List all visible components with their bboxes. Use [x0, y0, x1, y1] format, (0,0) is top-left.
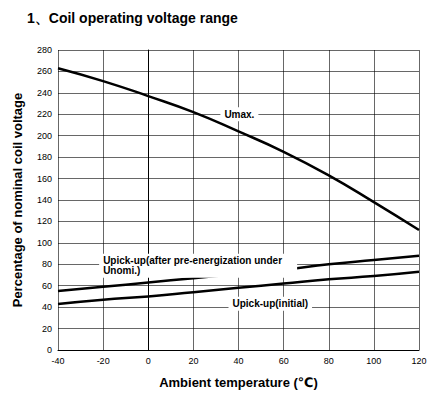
- svg-text:Unomi.): Unomi.): [103, 265, 140, 276]
- svg-text:260: 260: [37, 66, 52, 76]
- svg-text:20: 20: [42, 324, 52, 334]
- svg-text:120: 120: [37, 216, 52, 226]
- svg-text:Upick-up(after pre-energizatio: Upick-up(after pre-energization under: [103, 255, 285, 267]
- svg-text:240: 240: [37, 88, 52, 98]
- svg-text:220: 220: [37, 109, 52, 119]
- svg-text:0: 0: [146, 356, 151, 366]
- svg-text:140: 140: [37, 195, 52, 205]
- svg-text:280: 280: [37, 45, 52, 55]
- svg-text:80: 80: [324, 356, 334, 366]
- svg-text:-20: -20: [97, 356, 110, 366]
- svg-text:160: 160: [37, 174, 52, 184]
- svg-text:40: 40: [42, 302, 52, 312]
- svg-text:1、Coil operating voltage range: 1、Coil operating voltage range: [27, 10, 238, 26]
- svg-text:80: 80: [42, 259, 52, 269]
- svg-text:200: 200: [37, 131, 52, 141]
- svg-text:100: 100: [366, 356, 381, 366]
- svg-text:Percentage of nominal coil vol: Percentage of nominal coil voltage: [10, 93, 25, 308]
- svg-text:Umax.: Umax.: [224, 109, 254, 120]
- svg-text:180: 180: [37, 152, 52, 162]
- svg-text:120: 120: [411, 356, 426, 366]
- svg-text:-40: -40: [51, 356, 64, 366]
- svg-text:20: 20: [188, 356, 198, 366]
- svg-text:60: 60: [42, 281, 52, 291]
- svg-text:Ambient temperature (℃): Ambient temperature (℃): [159, 375, 318, 390]
- svg-text:100: 100: [37, 238, 52, 248]
- svg-text:60: 60: [279, 356, 289, 366]
- svg-text:40: 40: [233, 356, 243, 366]
- svg-text:0: 0: [47, 345, 52, 355]
- svg-text:Upick-up(initial): Upick-up(initial): [233, 298, 309, 309]
